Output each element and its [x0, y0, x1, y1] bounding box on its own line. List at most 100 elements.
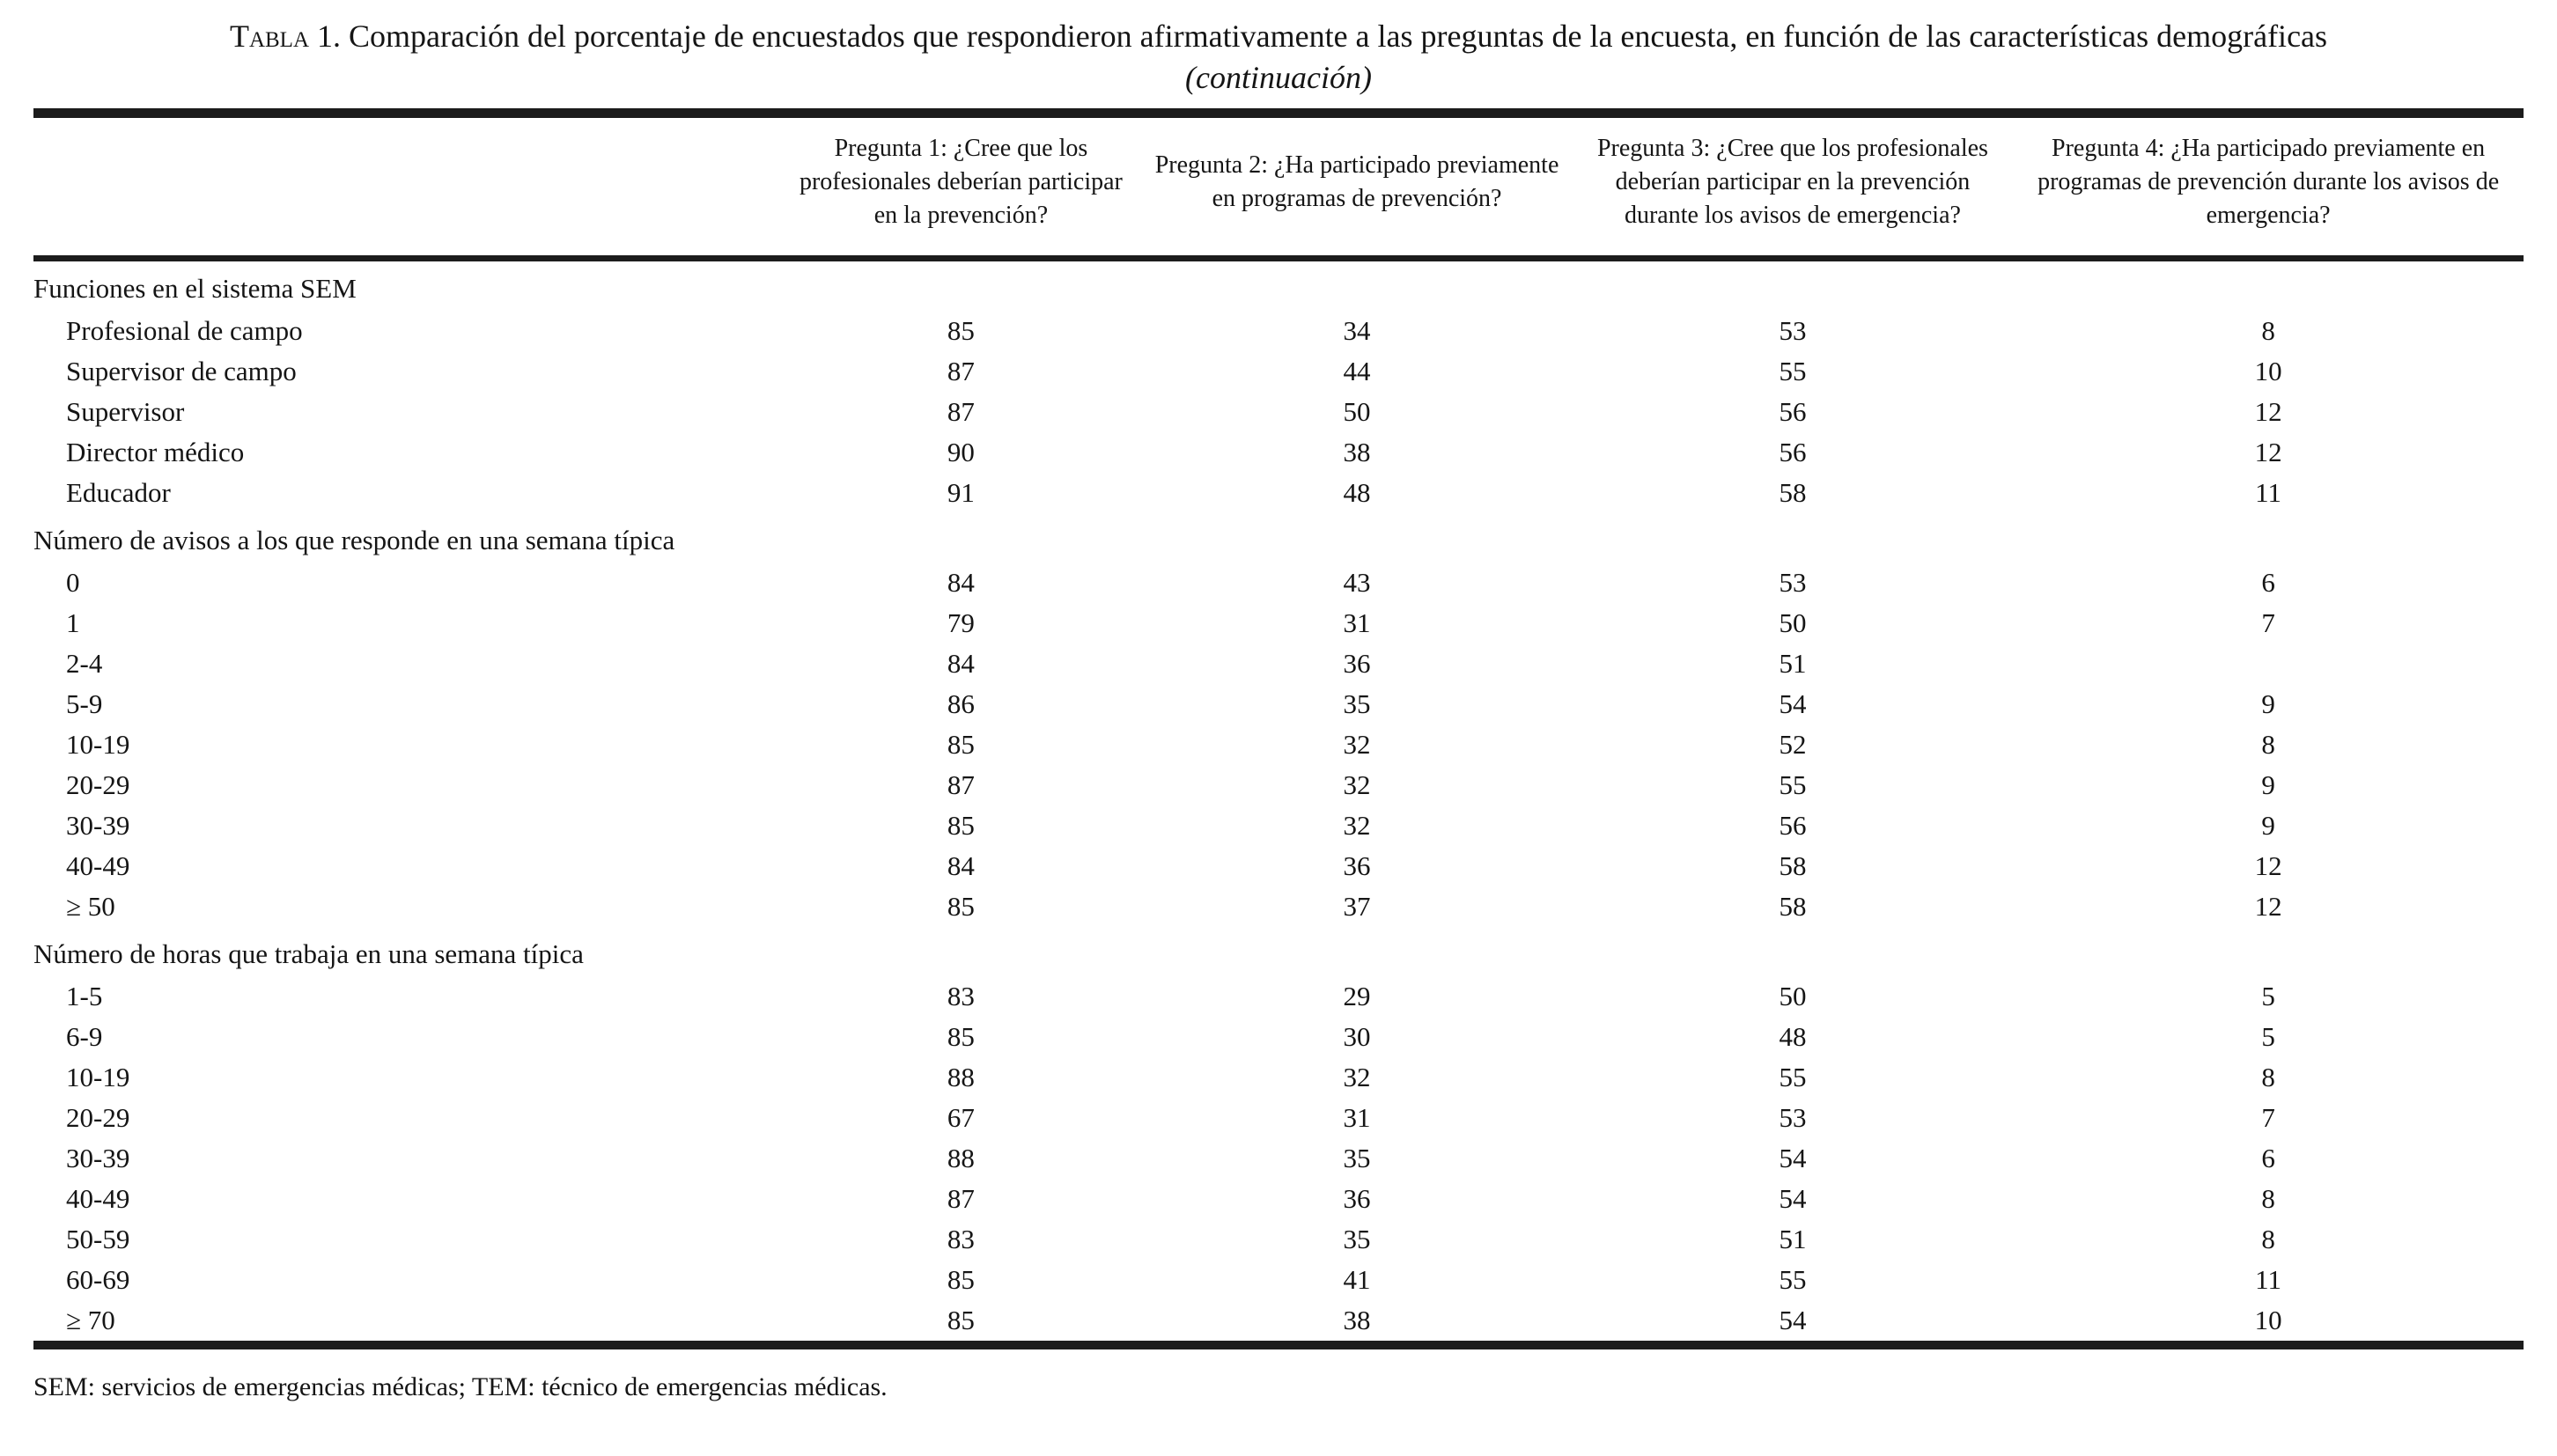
row-label: 1	[66, 607, 80, 638]
cell-value	[2013, 643, 2524, 684]
table-row: 20-29 87 32 55 9	[33, 765, 2524, 805]
cell-value: 36	[1343, 648, 1371, 679]
cell-value: 12	[2254, 891, 2282, 922]
cell-value: 12	[2254, 437, 2282, 467]
table-row: 60-69 85 41 55 11	[33, 1260, 2524, 1300]
section-header-row: Número de avisos a los que responde en u…	[33, 513, 2524, 563]
section-header-label: Número de avisos a los que responde en u…	[33, 525, 675, 555]
column-header-pregunta-1: Pregunta 1: ¿Cree que los profesionales …	[799, 135, 1123, 229]
table-row: 30-39 88 35 54 6	[33, 1138, 2524, 1179]
cell-value: 91	[947, 477, 975, 508]
cell-value: 84	[947, 567, 975, 598]
table-row: 1 79 31 50 7	[33, 603, 2524, 643]
cell-value: 55	[1779, 356, 1807, 386]
table-row: 40-49 87 36 54 8	[33, 1179, 2524, 1219]
cell-value: 67	[947, 1102, 975, 1133]
table-row: Director médico 90 38 56 12	[33, 432, 2524, 473]
cell-value: 85	[947, 1264, 975, 1295]
column-header-pregunta-3: Pregunta 3: ¿Cree que los profesionales …	[1596, 135, 1988, 229]
cell-value: 50	[1779, 607, 1807, 638]
table-row: 30-39 85 32 56 9	[33, 805, 2524, 846]
cell-value: 87	[947, 396, 975, 427]
cell-value: 36	[1343, 850, 1371, 881]
cell-value: 8	[2261, 1183, 2275, 1214]
cell-value: 84	[947, 850, 975, 881]
cell-value: 5	[2261, 981, 2275, 1011]
cell-value: 56	[1779, 810, 1807, 841]
table-row: 10-19 85 32 52 8	[33, 724, 2524, 765]
row-label: Director médico	[66, 437, 245, 467]
cell-value: 51	[1779, 648, 1807, 679]
cell-value: 85	[947, 810, 975, 841]
column-header-pregunta-2: Pregunta 2: ¿Ha participado previamente …	[1154, 151, 1559, 212]
cell-value: 7	[2261, 1102, 2275, 1133]
cell-value: 31	[1343, 1102, 1371, 1133]
cell-value: 53	[1779, 315, 1807, 346]
cell-value: 55	[1779, 1062, 1807, 1092]
cell-value: 88	[947, 1062, 975, 1092]
table-row: 6-9 85 30 48 5	[33, 1017, 2524, 1057]
cell-value: 6	[2261, 567, 2275, 598]
bottom-rule	[33, 1341, 2524, 1349]
cell-value: 79	[947, 607, 975, 638]
table-row: 20-29 67 31 53 7	[33, 1098, 2524, 1138]
cell-value: 32	[1343, 729, 1371, 760]
cell-value: 53	[1779, 1102, 1807, 1133]
cell-value: 9	[2261, 688, 2275, 719]
column-header-row: Pregunta 1: ¿Cree que los profesionales …	[33, 118, 2524, 259]
table-row: 5-9 86 35 54 9	[33, 684, 2524, 724]
row-label: 20-29	[66, 769, 130, 800]
cell-value: 6	[2261, 1143, 2275, 1173]
cell-value: 32	[1343, 810, 1371, 841]
table-row: Supervisor 87 50 56 12	[33, 392, 2524, 432]
cell-value: 85	[947, 891, 975, 922]
table-head: Pregunta 1: ¿Cree que los profesionales …	[33, 118, 2524, 259]
cell-value: 8	[2261, 1062, 2275, 1092]
cell-value: 52	[1779, 729, 1807, 760]
cell-value: 88	[947, 1143, 975, 1173]
cell-value: 54	[1779, 1305, 1807, 1335]
table-body: Funciones en el sistema SEM Profesional d…	[33, 259, 2524, 1342]
row-label: ≥ 50	[66, 891, 115, 922]
column-header-pregunta-4: Pregunta 4: ¿Ha participado previamente …	[2037, 135, 2500, 229]
table-title-continuation: (continuación)	[1185, 60, 1372, 95]
cell-value: 12	[2254, 396, 2282, 427]
cell-value: 85	[947, 729, 975, 760]
cell-value: 7	[2261, 607, 2275, 638]
cell-value: 8	[2261, 1224, 2275, 1254]
cell-value: 86	[947, 688, 975, 719]
row-label: 0	[66, 567, 80, 598]
cell-value: 44	[1343, 356, 1371, 386]
cell-value: 8	[2261, 315, 2275, 346]
cell-value: 41	[1343, 1264, 1371, 1295]
row-label-column-header	[33, 118, 780, 259]
cell-value: 85	[947, 1305, 975, 1335]
table-row: ≥ 50 85 37 58 12	[33, 886, 2524, 927]
row-label: ≥ 70	[66, 1305, 115, 1335]
cell-value: 56	[1779, 437, 1807, 467]
cell-value: 56	[1779, 396, 1807, 427]
survey-table: Pregunta 1: ¿Cree que los profesionales …	[33, 118, 2524, 1341]
cell-value: 50	[1343, 396, 1371, 427]
cell-value: 48	[1343, 477, 1371, 508]
cell-value: 29	[1343, 981, 1371, 1011]
row-label: 60-69	[66, 1264, 130, 1295]
cell-value: 85	[947, 315, 975, 346]
section-header-row: Número de horas que trabaja en una seman…	[33, 927, 2524, 976]
cell-value: 35	[1343, 1224, 1371, 1254]
cell-value: 53	[1779, 567, 1807, 598]
row-label: 2-4	[66, 648, 103, 679]
top-rule	[33, 108, 2524, 118]
cell-value: 38	[1343, 1305, 1371, 1335]
cell-value: 43	[1343, 567, 1371, 598]
cell-value: 38	[1343, 437, 1371, 467]
cell-value: 32	[1343, 769, 1371, 800]
row-label: 5-9	[66, 688, 103, 719]
table-row: 50-59 83 35 51 8	[33, 1219, 2524, 1260]
cell-value: 58	[1779, 850, 1807, 881]
row-label: 30-39	[66, 810, 130, 841]
cell-value: 5	[2261, 1021, 2275, 1052]
row-label: 40-49	[66, 1183, 130, 1214]
cell-value: 83	[947, 981, 975, 1011]
table-row: 0 84 43 53 6	[33, 563, 2524, 603]
